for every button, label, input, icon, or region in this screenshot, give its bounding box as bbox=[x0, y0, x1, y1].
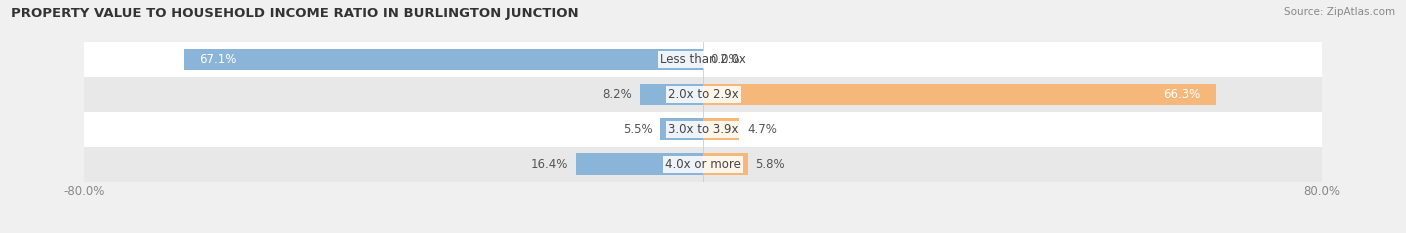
Text: 2.0x to 2.9x: 2.0x to 2.9x bbox=[668, 88, 738, 101]
Text: 66.3%: 66.3% bbox=[1163, 88, 1201, 101]
Bar bbox=[640, 83, 703, 105]
Bar bbox=[84, 77, 1322, 112]
Bar bbox=[703, 118, 740, 140]
Bar bbox=[184, 49, 703, 70]
Bar bbox=[576, 153, 703, 175]
Text: 4.0x or more: 4.0x or more bbox=[665, 158, 741, 171]
Text: 4.7%: 4.7% bbox=[747, 123, 778, 136]
Text: Source: ZipAtlas.com: Source: ZipAtlas.com bbox=[1284, 7, 1395, 17]
Text: 67.1%: 67.1% bbox=[200, 53, 238, 66]
Bar bbox=[84, 147, 1322, 182]
Text: Less than 2.0x: Less than 2.0x bbox=[659, 53, 747, 66]
Bar bbox=[703, 83, 1216, 105]
Bar bbox=[661, 118, 703, 140]
Text: 8.2%: 8.2% bbox=[602, 88, 631, 101]
Bar bbox=[84, 112, 1322, 147]
Bar bbox=[703, 153, 748, 175]
Text: 16.4%: 16.4% bbox=[531, 158, 568, 171]
Text: 0.0%: 0.0% bbox=[710, 53, 741, 66]
Bar bbox=[84, 42, 1322, 77]
Text: 5.8%: 5.8% bbox=[755, 158, 785, 171]
Text: PROPERTY VALUE TO HOUSEHOLD INCOME RATIO IN BURLINGTON JUNCTION: PROPERTY VALUE TO HOUSEHOLD INCOME RATIO… bbox=[11, 7, 579, 20]
Text: 5.5%: 5.5% bbox=[623, 123, 652, 136]
Text: 3.0x to 3.9x: 3.0x to 3.9x bbox=[668, 123, 738, 136]
